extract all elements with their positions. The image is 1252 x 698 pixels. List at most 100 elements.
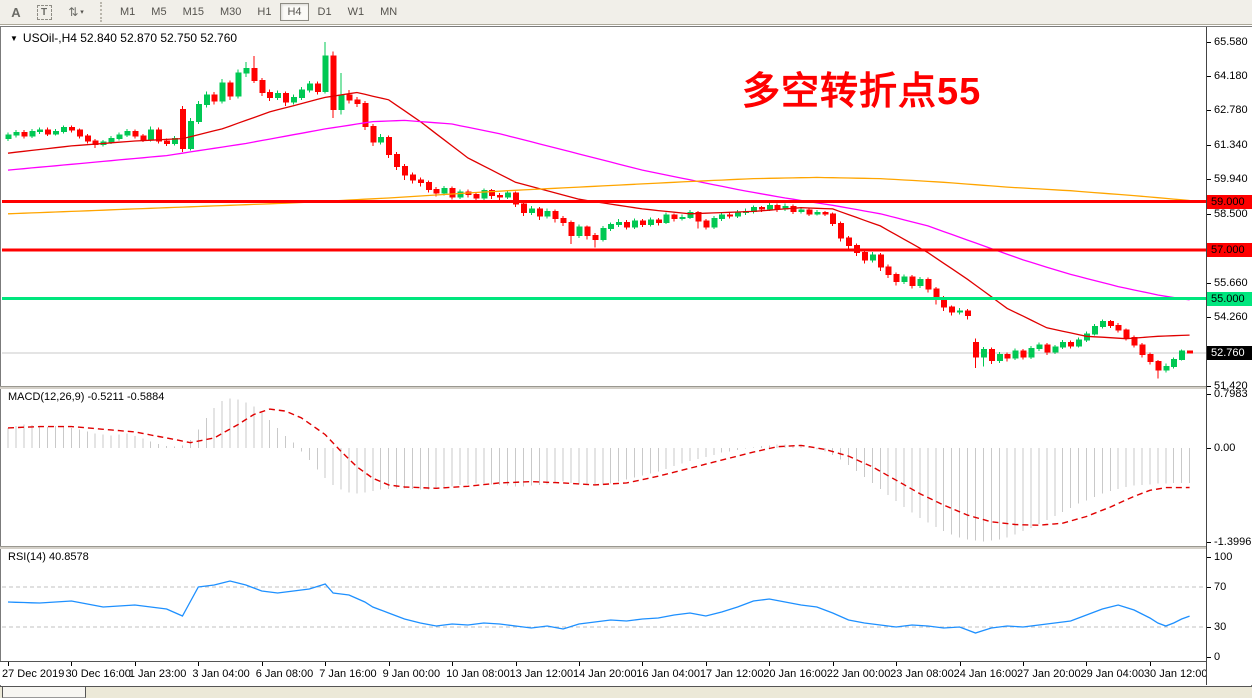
scale-tick-label: 0.7983 xyxy=(1214,388,1248,401)
rsi-pane[interactable] xyxy=(2,549,1206,661)
scale-tick xyxy=(1207,541,1211,543)
scale-tick-label: 65.580 xyxy=(1214,36,1248,49)
time-tick xyxy=(1023,662,1025,666)
time-tick xyxy=(1149,662,1151,666)
timeframe-button-H1[interactable]: H1 xyxy=(257,6,272,18)
scale-tick xyxy=(1207,42,1211,44)
time-tick xyxy=(705,662,707,666)
time-label: 22 Jan 00:00 xyxy=(826,668,891,680)
time-tick xyxy=(769,662,771,666)
chart-tab[interactable] xyxy=(2,687,86,698)
price-level-badge-59.000: 59.000 xyxy=(1207,194,1252,209)
time-tick xyxy=(71,662,73,666)
font-tool-icon: A xyxy=(11,4,21,20)
toolbar-separator xyxy=(100,2,107,22)
rsi-label: RSI(14) 40.8578 xyxy=(8,551,89,563)
time-tick xyxy=(515,662,517,666)
time-tick xyxy=(134,662,136,666)
scale-tick xyxy=(1207,448,1211,450)
timeframe-group: M1 M5 M15 M30 H1 H4 D1 W1 MN xyxy=(112,0,405,25)
time-label: 10 Jan 08:00 xyxy=(446,668,510,680)
scale-tick-label: 30 xyxy=(1214,621,1227,633)
macd-pane[interactable] xyxy=(2,389,1206,546)
time-tick xyxy=(1086,662,1088,666)
time-label: 16 Jan 04:00 xyxy=(636,668,701,680)
timeframe-button-MN[interactable]: MN xyxy=(380,6,398,18)
time-label: 27 Dec 2019 xyxy=(2,668,65,680)
price-level-badge-57.000: 57.000 xyxy=(1207,243,1252,258)
time-tick xyxy=(261,662,263,666)
time-axis[interactable]: 27 Dec 2019 30 Dec 16:00 1 Jan 23:00 3 Jan … xyxy=(0,662,1252,685)
chevron-down-icon: ▾ xyxy=(80,9,84,16)
scale-tick-label: 0.00 xyxy=(1214,442,1236,455)
time-label: 23 Jan 08:00 xyxy=(890,668,954,680)
scale-tick-label: 58.500 xyxy=(1214,207,1248,220)
timeframe-button-W1[interactable]: W1 xyxy=(347,6,365,18)
timeframe-button-H4[interactable]: H4 xyxy=(280,3,309,21)
text-label-icon: T xyxy=(36,4,52,20)
scale-tick xyxy=(1207,557,1211,558)
scale-tick-label: 0 xyxy=(1214,651,1221,663)
time-tick xyxy=(388,662,390,666)
timeframe-button-M15[interactable]: M15 xyxy=(182,6,204,18)
pane-splitter-macd[interactable] xyxy=(0,386,1252,389)
scale-tick-label: 51.420 xyxy=(1214,379,1248,392)
chart-tab-bar xyxy=(0,686,1252,698)
chart-bottom-border xyxy=(0,661,1252,662)
scale-tick-label: 61.340 xyxy=(1214,138,1248,151)
time-tick xyxy=(896,662,898,666)
price-scale[interactable]: 65.580 64.180 62.780 61.340 59.940 58.500 55.6… xyxy=(1206,27,1252,685)
price-level-badge-55.000: 55.000 xyxy=(1207,291,1252,306)
current-price-badge: 52.760 xyxy=(1207,346,1252,360)
text-label-tool-button[interactable]: T xyxy=(32,2,56,23)
timeframe-button-M1[interactable]: M1 xyxy=(120,6,136,18)
time-label: 24 Jan 16:00 xyxy=(953,668,1018,680)
time-label: 20 Jan 16:00 xyxy=(763,668,827,680)
timeframe-button-D1[interactable]: D1 xyxy=(317,6,332,18)
time-label: 9 Jan 00:00 xyxy=(382,668,441,680)
annotation-text: 多空转折点55 xyxy=(742,71,982,113)
scale-tick xyxy=(1207,394,1211,396)
scale-tick-label: 54.260 xyxy=(1214,310,1248,323)
scale-tick xyxy=(1207,385,1211,387)
scale-tick xyxy=(1207,587,1211,588)
time-tick xyxy=(832,662,834,666)
time-tick xyxy=(8,662,9,666)
toolbar: A T ⇅ ▾ M1 M5 M15 M30 H1 H4 D1 W1 MN xyxy=(0,0,1252,25)
time-label: 13 Jan 12:00 xyxy=(509,668,574,680)
time-label: 27 Jan 20:00 xyxy=(1017,668,1081,680)
scale-tick xyxy=(1207,178,1211,180)
time-tick xyxy=(578,662,580,666)
time-label: 30 Jan 12:00 xyxy=(1143,668,1208,680)
scale-tick-label: -1.3996 xyxy=(1214,535,1252,548)
scale-tick-label: 64.180 xyxy=(1214,70,1248,83)
scale-tick xyxy=(1207,316,1211,318)
time-label: 14 Jan 20:00 xyxy=(572,668,637,680)
time-label: 1 Jan 23:00 xyxy=(128,668,187,680)
time-label: 7 Jan 16:00 xyxy=(319,668,377,680)
font-tool-button[interactable]: A xyxy=(4,2,28,23)
time-label: 29 Jan 04:00 xyxy=(1080,668,1145,680)
scale-tick xyxy=(1207,627,1211,628)
chart-title: ▼ USOil-,H4 52.840 52.870 52.750 52.760 xyxy=(10,31,237,45)
scale-tick-label: 55.660 xyxy=(1214,276,1248,289)
pane-splitter-rsi[interactable] xyxy=(0,546,1252,549)
time-tick xyxy=(452,662,454,666)
time-tick xyxy=(325,662,327,666)
scale-tick-label: 100 xyxy=(1214,551,1233,563)
symbol-dropdown-icon[interactable]: ▼ xyxy=(10,33,18,43)
time-tick xyxy=(198,662,200,666)
time-label: 30 Dec 16:00 xyxy=(65,668,131,680)
timeframe-button-M5[interactable]: M5 xyxy=(151,6,167,18)
time-tick xyxy=(642,662,644,666)
price-chart-pane[interactable] xyxy=(2,28,1206,386)
arrows-icon: ⇅ xyxy=(68,5,79,19)
time-label: 6 Jan 08:00 xyxy=(255,668,314,680)
scale-tick-label: 59.940 xyxy=(1214,172,1248,185)
arrows-tool-button[interactable]: ⇅ ▾ xyxy=(60,2,92,23)
timeframe-button-M30[interactable]: M30 xyxy=(219,6,242,18)
scale-tick xyxy=(1207,109,1211,111)
scale-tick xyxy=(1207,657,1211,658)
time-label: 3 Jan 04:00 xyxy=(192,668,250,680)
